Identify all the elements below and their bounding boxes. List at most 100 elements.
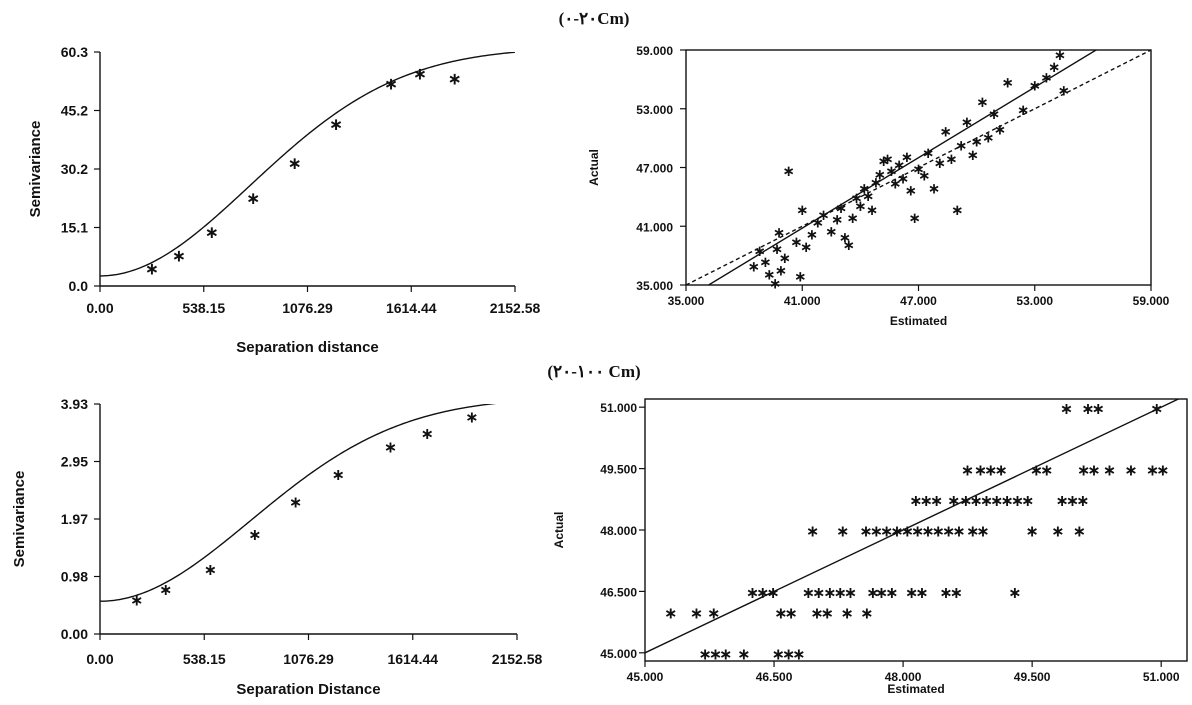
data-point: ∗ [885, 583, 898, 602]
x-axis-title: Separation distance [236, 339, 379, 356]
data-point: ∗ [912, 160, 925, 178]
data-point: ∗ [835, 199, 848, 217]
semivariogram-chart-top: 0.00 538.15 1076.29 1614.44 2152.58 0.0 15.1 30… [27, 44, 541, 356]
data-point: ∗ [1081, 399, 1094, 418]
data-point: ∗ [881, 150, 894, 168]
data-point: ∗ [289, 492, 302, 511]
data-point: ∗ [1040, 69, 1053, 87]
data-point: ∗ [930, 491, 943, 510]
x-tick-label: 49.500 [1014, 670, 1051, 684]
data-point: ∗ [942, 522, 955, 541]
x-tick-label: 538.15 [182, 300, 225, 316]
data-point: ∗ [961, 460, 974, 479]
y-tick-label: 53.000 [636, 103, 673, 117]
data-point: ∗ [384, 437, 397, 456]
data-point: ∗ [800, 238, 813, 256]
data-point: ∗ [945, 150, 958, 168]
data-point: ∗ [773, 223, 786, 241]
x-axis-title: Estimated [887, 682, 944, 696]
data-point: ∗ [204, 560, 217, 579]
x-axis-title: Separation Distance [236, 681, 380, 698]
data-point: ∗ [1008, 583, 1021, 602]
data-point: ∗ [885, 162, 898, 180]
y-tick-label: 0.0 [69, 278, 89, 294]
x-tick-label: 2152.58 [490, 300, 541, 316]
data-point: ∗ [806, 225, 819, 243]
data-point: ∗ [823, 583, 836, 602]
data-point: ∗ [130, 591, 143, 610]
data-point: ∗ [866, 201, 879, 219]
x-tick-label: 47.000 [900, 294, 937, 308]
data-point: ∗ [1011, 491, 1024, 510]
data-point: ∗ [984, 460, 997, 479]
data-point: ∗ [959, 491, 972, 510]
data-point: ∗ [821, 604, 834, 623]
data-point: ∗ [990, 491, 1003, 510]
data-point: ∗ [769, 274, 782, 292]
data-point: ∗ [846, 209, 859, 227]
x-axis-title: Estimated [890, 314, 947, 328]
data-point: ∗ [719, 645, 732, 664]
data-point: ∗ [922, 144, 935, 162]
data-point: ∗ [737, 645, 750, 664]
data-point: ∗ [748, 258, 761, 276]
y-tick-label: 35.000 [636, 279, 673, 293]
data-point: ∗ [850, 189, 863, 207]
y-axis-title: Semivariance [27, 121, 44, 218]
data-point: ∗ [771, 240, 784, 258]
model-curve [100, 52, 515, 277]
y-tick-label: 2.95 [61, 454, 88, 470]
data-point: ∗ [159, 580, 172, 599]
data-point: ∗ [817, 206, 830, 224]
data-point: ∗ [928, 179, 941, 197]
data-point: ∗ [842, 236, 855, 254]
data-point: ∗ [782, 162, 795, 180]
y-tick-label: 15.1 [61, 220, 88, 236]
data-point: ∗ [775, 262, 788, 280]
data-point: ∗ [1073, 522, 1086, 541]
data-point: ∗ [766, 583, 779, 602]
data-point: ∗ [870, 174, 883, 192]
data-point: ∗ [889, 174, 902, 192]
data-point: ∗ [145, 260, 159, 280]
x-tick-label: 0.00 [86, 651, 113, 667]
data-point: ∗ [384, 74, 398, 94]
data-point: ∗ [790, 233, 803, 251]
y-axis-title: Actual [587, 149, 601, 186]
data-point: ∗ [909, 491, 922, 510]
data-point: ∗ [994, 460, 1007, 479]
data-point: ∗ [839, 228, 852, 246]
data-point: ∗ [921, 522, 934, 541]
data-point: ∗ [950, 583, 963, 602]
data-point: ∗ [966, 522, 979, 541]
y-axis-title: Semivariance [11, 471, 28, 568]
x-tick-label: 1614.44 [386, 300, 437, 316]
x-tick-label: 48.000 [885, 670, 922, 684]
data-point: ∗ [939, 583, 952, 602]
data-point: ∗ [862, 187, 875, 205]
y-tick-label: 59.000 [636, 44, 673, 58]
data-point: ∗ [1156, 460, 1169, 479]
y-tick-label: 49.500 [600, 463, 637, 477]
data-point: ∗ [870, 522, 883, 541]
data-point: ∗ [1000, 491, 1013, 510]
y-tick-label: 60.3 [61, 44, 88, 60]
data-point: ∗ [753, 242, 766, 260]
data-point: ∗ [1146, 460, 1159, 479]
data-point: ∗ [859, 522, 872, 541]
data-point: ∗ [802, 583, 815, 602]
x-tick-label: 0.00 [86, 300, 113, 316]
data-point: ∗ [448, 69, 462, 89]
data-point: ∗ [794, 268, 807, 286]
data-point: ∗ [951, 201, 964, 219]
data-point: ∗ [782, 645, 795, 664]
model-curve [100, 404, 497, 602]
y-tick-label: 0.00 [61, 626, 88, 642]
data-point: ∗ [955, 136, 968, 154]
data-point: ∗ [811, 214, 824, 232]
data-point: ∗ [1056, 491, 1069, 510]
data-point: ∗ [1054, 46, 1067, 64]
data-point: ∗ [890, 522, 903, 541]
data-point: ∗ [836, 522, 849, 541]
